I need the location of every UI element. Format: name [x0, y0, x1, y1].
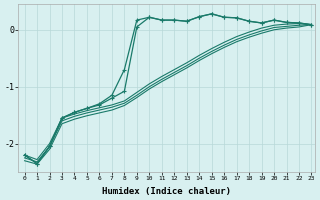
X-axis label: Humidex (Indice chaleur): Humidex (Indice chaleur) — [102, 187, 231, 196]
